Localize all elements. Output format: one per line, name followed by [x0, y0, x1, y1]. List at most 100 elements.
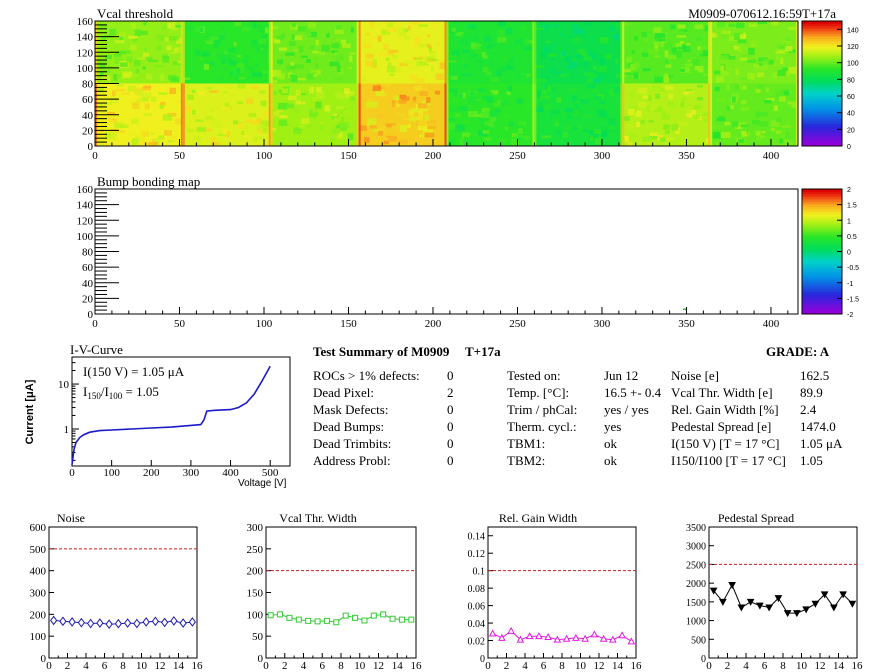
pixel-noise: [529, 40, 534, 44]
colorbar-band: [802, 264, 842, 267]
data-point: [516, 635, 525, 643]
pixel-noise: [630, 134, 637, 138]
pixel-noise: [132, 72, 138, 77]
pixel-noise: [273, 111, 280, 117]
x-tick-label: 0: [263, 660, 269, 672]
pixel-noise: [454, 91, 459, 95]
pixel-noise: [399, 27, 405, 33]
pixel-noise: [785, 37, 792, 42]
pixel-noise: [371, 101, 378, 108]
pixel-noise: [780, 134, 789, 137]
pixel-noise: [663, 42, 673, 50]
pixel-noise: [612, 33, 622, 39]
plot-frame: [708, 526, 858, 659]
pixel-noise: [159, 73, 165, 81]
pixel-noise: [762, 59, 769, 65]
colorbar-band: [802, 103, 842, 107]
pixel-noise: [574, 102, 580, 109]
pixel-noise: [748, 123, 757, 131]
roc-edge: [182, 83, 185, 146]
pixel-noise: [127, 132, 135, 135]
pixel-noise: [452, 97, 459, 104]
pixel-noise: [775, 54, 782, 61]
pixel-noise: [767, 128, 772, 136]
pixel-noise: [142, 66, 146, 70]
colorbar-band: [802, 219, 842, 222]
pixel-noise: [425, 56, 432, 61]
pixel-noise: [463, 67, 474, 72]
pixel-noise: [640, 120, 645, 125]
pixel-noise: [780, 57, 784, 65]
pixel-noise: [246, 67, 255, 70]
pixel-noise: [643, 37, 649, 42]
pixel-noise: [432, 25, 438, 29]
pixel-noise: [773, 63, 777, 67]
defect-value: 0: [447, 419, 454, 434]
data-point: [820, 591, 829, 599]
pixel-noise: [681, 97, 687, 101]
pixel-noise: [312, 108, 322, 113]
data-point: [562, 634, 571, 642]
defect-value: 2: [447, 385, 454, 400]
pixel-noise: [457, 106, 468, 111]
pixel-noise: [313, 74, 317, 77]
pixel-noise: [373, 129, 380, 133]
result-value: 89.9: [800, 385, 823, 400]
data-point: [323, 617, 330, 624]
pixel-noise: [590, 135, 594, 142]
data-point: [498, 633, 506, 641]
pixel-noise: [630, 117, 637, 123]
pixel-noise: [751, 120, 760, 125]
pixel-noise: [720, 33, 726, 40]
pixel-noise: [782, 118, 786, 122]
pixel-noise: [543, 126, 551, 130]
data-point: [765, 604, 773, 612]
pixel-noise: [642, 68, 651, 72]
pixel-noise: [426, 97, 431, 104]
pixel-noise: [259, 90, 266, 94]
plot-title: Noise: [57, 511, 85, 525]
y-tick-label: 0.06: [468, 602, 486, 613]
pixel-noise: [697, 85, 704, 88]
pixel-noise: [228, 137, 236, 141]
y-tick-label: 0: [41, 653, 47, 665]
pixel-noise: [107, 134, 117, 141]
pixel-noise: [229, 71, 233, 76]
pixel-noise: [761, 131, 766, 134]
pixel-noise: [578, 33, 588, 37]
pixel-noise: [256, 46, 261, 53]
pixel-noise: [543, 104, 552, 111]
y-tick-label: 400: [30, 566, 47, 578]
x-tick-label: 300: [594, 150, 611, 162]
data-point: [802, 606, 810, 614]
pixel-noise: [547, 85, 551, 92]
pixel-noise: [298, 77, 306, 81]
pixel-noise: [579, 110, 586, 113]
pixel-noise: [732, 96, 736, 103]
pixel-noise: [438, 83, 445, 89]
pixel-noise: [497, 21, 506, 27]
pixel-noise: [637, 101, 648, 108]
pixel-noise: [671, 124, 679, 131]
pixel-noise: [468, 96, 478, 103]
x-tick-label: 200: [425, 318, 442, 330]
colorbar-band: [802, 291, 842, 295]
pixel-noise: [579, 100, 584, 103]
data-point: [179, 618, 187, 628]
pixel-noise: [184, 84, 191, 89]
pixel-noise: [562, 45, 570, 50]
pixel-noise: [141, 97, 149, 102]
pixel-noise: [513, 67, 518, 74]
result-value: 1.05 μA: [800, 436, 843, 451]
colorbar-label: 0.5: [847, 234, 857, 241]
pixel-noise: [651, 85, 660, 92]
colorbar-band: [802, 106, 842, 109]
condition-value: yes / yes: [604, 402, 649, 417]
pixel-noise: [307, 21, 316, 28]
colorbar-band: [802, 83, 842, 87]
x-tick-label: 100: [256, 150, 273, 162]
pixel-noise: [394, 66, 402, 73]
data-point: [488, 629, 497, 637]
pixel-noise: [101, 36, 106, 40]
pixel-noise: [492, 102, 502, 107]
